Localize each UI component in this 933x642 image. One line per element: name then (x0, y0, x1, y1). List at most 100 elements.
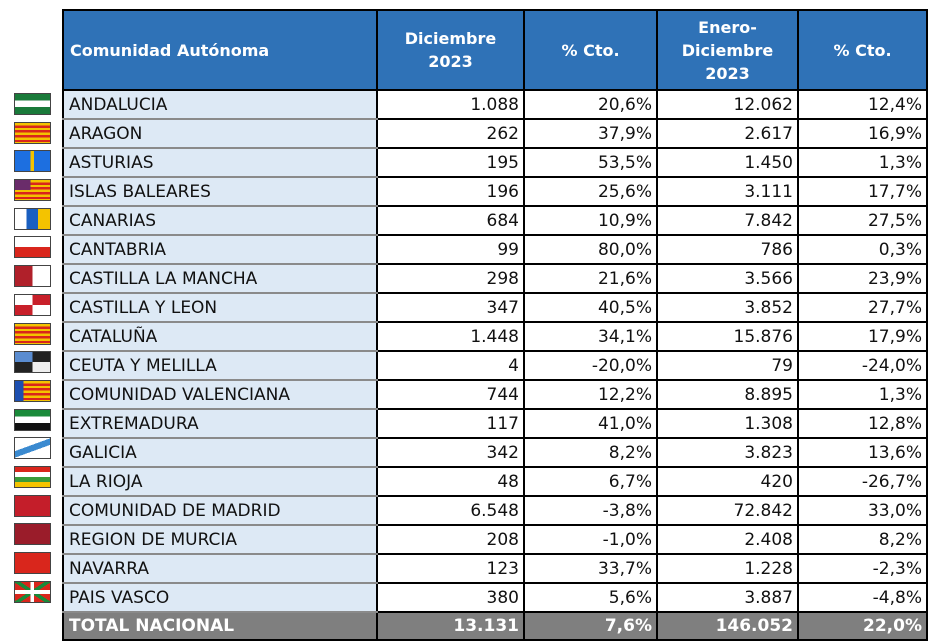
cell-ene: 15.876 (656, 322, 799, 352)
cell-ene: 1.450 (656, 148, 799, 178)
cell-pct1: 41,0% (523, 409, 658, 439)
cell-dic: 342 (376, 438, 525, 468)
cell-pct1: 20,6% (523, 90, 658, 120)
cell-ene: 3.852 (656, 293, 799, 323)
cell-ene: 2.617 (656, 119, 799, 149)
pais-vasco-flag-icon (14, 580, 51, 603)
cell-ene: 79 (656, 351, 799, 381)
total-row: TOTAL NACIONAL 13.131 7,6% 146.052 22,0% (62, 612, 928, 641)
cell-pct1: 53,5% (523, 148, 658, 178)
cell-dic: 6.548 (376, 496, 525, 526)
table-row: REGION DE MURCIA 208 -1,0% 2.408 8,2% (62, 525, 928, 555)
cell-name: CANARIAS (62, 206, 378, 236)
cell-ene: 12.062 (656, 90, 799, 120)
cell-pct1: 8,2% (523, 438, 658, 468)
cell-name: NAVARRA (62, 554, 378, 584)
cell-pct2: -4,8% (797, 583, 928, 613)
cell-name: ASTURIAS (62, 148, 378, 178)
cell-name: CATALUÑA (62, 322, 378, 352)
castilla-la-mancha-flag-icon (14, 265, 51, 288)
cell-ene: 3.823 (656, 438, 799, 468)
cell-ene: 2.408 (656, 525, 799, 555)
cell-dic: 48 (376, 467, 525, 497)
header-pct-1: % Cto. (523, 9, 658, 91)
murcia-flag-icon (14, 523, 51, 546)
cell-pct1: 37,9% (523, 119, 658, 149)
cell-dic: 195 (376, 148, 525, 178)
cell-pct1: 12,2% (523, 380, 658, 410)
cell-name: EXTREMADURA (62, 409, 378, 439)
cell-name: PAIS VASCO (62, 583, 378, 613)
cell-ene: 3.887 (656, 583, 799, 613)
valencia-flag-icon (14, 379, 51, 402)
cell-pct1: 33,7% (523, 554, 658, 584)
cantabria-flag-icon (14, 236, 51, 259)
cell-ene: 786 (656, 235, 799, 265)
cell-ene: 1.228 (656, 554, 799, 584)
cell-name: REGION DE MURCIA (62, 525, 378, 555)
cell-pct2: 1,3% (797, 148, 928, 178)
cell-pct1: -3,8% (523, 496, 658, 526)
cell-name: CASTILLA LA MANCHA (62, 264, 378, 294)
table-row: EXTREMADURA 117 41,0% 1.308 12,8% (62, 409, 928, 439)
cell-name: COMUNIDAD DE MADRID (62, 496, 378, 526)
cell-ene: 8.895 (656, 380, 799, 410)
cell-pct2: 33,0% (797, 496, 928, 526)
flags-column (14, 93, 51, 609)
cell-name: ISLAS BALEARES (62, 177, 378, 207)
header-pct-2: % Cto. (797, 9, 928, 91)
table-row: CEUTA Y MELILLA 4 -20,0% 79 -24,0% (62, 351, 928, 381)
total-pct1: 7,6% (523, 612, 658, 641)
table-row: ARAGON 262 37,9% 2.617 16,9% (62, 119, 928, 149)
cell-pct2: -2,3% (797, 554, 928, 584)
cell-pct2: 16,9% (797, 119, 928, 149)
castilla-leon-flag-icon (14, 293, 51, 316)
cell-pct2: 27,7% (797, 293, 928, 323)
galicia-flag-icon (14, 437, 51, 460)
cell-pct1: 40,5% (523, 293, 658, 323)
cell-dic: 298 (376, 264, 525, 294)
cell-pct2: 17,7% (797, 177, 928, 207)
cell-dic: 684 (376, 206, 525, 236)
cell-pct2: 8,2% (797, 525, 928, 555)
data-table: Comunidad Autónoma Diciembre 2023 % Cto.… (62, 9, 928, 641)
header-row: Comunidad Autónoma Diciembre 2023 % Cto.… (62, 9, 928, 91)
table-row: COMUNIDAD VALENCIANA 744 12,2% 8.895 1,3% (62, 380, 928, 410)
cell-dic: 4 (376, 351, 525, 381)
cell-pct2: 23,9% (797, 264, 928, 294)
table-row: COMUNIDAD DE MADRID 6.548 -3,8% 72.842 33,0% (62, 496, 928, 526)
cell-dic: 196 (376, 177, 525, 207)
cell-name: GALICIA (62, 438, 378, 468)
cell-dic: 347 (376, 293, 525, 323)
cell-name: CASTILLA Y LEON (62, 293, 378, 323)
cell-ene: 420 (656, 467, 799, 497)
baleares-flag-icon (14, 179, 51, 202)
cell-ene: 1.308 (656, 409, 799, 439)
cell-dic: 123 (376, 554, 525, 584)
total-dic: 13.131 (376, 612, 525, 641)
cell-pct1: 25,6% (523, 177, 658, 207)
cell-dic: 1.088 (376, 90, 525, 120)
cell-pct2: 1,3% (797, 380, 928, 410)
andalucia-flag-icon (14, 93, 51, 115)
table-row: CASTILLA Y LEON 347 40,5% 3.852 27,7% (62, 293, 928, 323)
cell-pct2: 0,3% (797, 235, 928, 265)
table-row: PAIS VASCO 380 5,6% 3.887 -4,8% (62, 583, 928, 613)
header-diciembre: Diciembre 2023 (376, 9, 525, 91)
cell-name: ANDALUCIA (62, 90, 378, 120)
table-row: GALICIA 342 8,2% 3.823 13,6% (62, 438, 928, 468)
cell-pct1: 10,9% (523, 206, 658, 236)
cell-dic: 744 (376, 380, 525, 410)
cell-pct1: 6,7% (523, 467, 658, 497)
cell-name: LA RIOJA (62, 467, 378, 497)
table-row: CANTABRIA 99 80,0% 786 0,3% (62, 235, 928, 265)
ceuta-melilla-flag-icon (14, 351, 51, 374)
cell-pct1: -1,0% (523, 525, 658, 555)
aragon-flag-icon (14, 121, 51, 144)
total-ene: 146.052 (656, 612, 799, 641)
cell-pct2: -24,0% (797, 351, 928, 381)
header-comunidad: Comunidad Autónoma (62, 9, 378, 91)
cell-name: CANTABRIA (62, 235, 378, 265)
la-rioja-flag-icon (14, 465, 51, 488)
cell-dic: 208 (376, 525, 525, 555)
